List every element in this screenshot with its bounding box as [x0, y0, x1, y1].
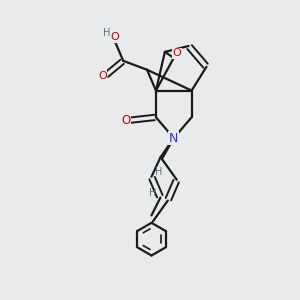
Text: H: H: [155, 167, 163, 177]
Text: N: N: [169, 132, 178, 145]
Text: O: O: [98, 71, 107, 81]
Text: O: O: [110, 32, 119, 42]
Text: O: O: [122, 114, 131, 127]
Text: H: H: [103, 28, 111, 38]
Text: O: O: [172, 48, 181, 59]
Text: H: H: [149, 188, 157, 198]
